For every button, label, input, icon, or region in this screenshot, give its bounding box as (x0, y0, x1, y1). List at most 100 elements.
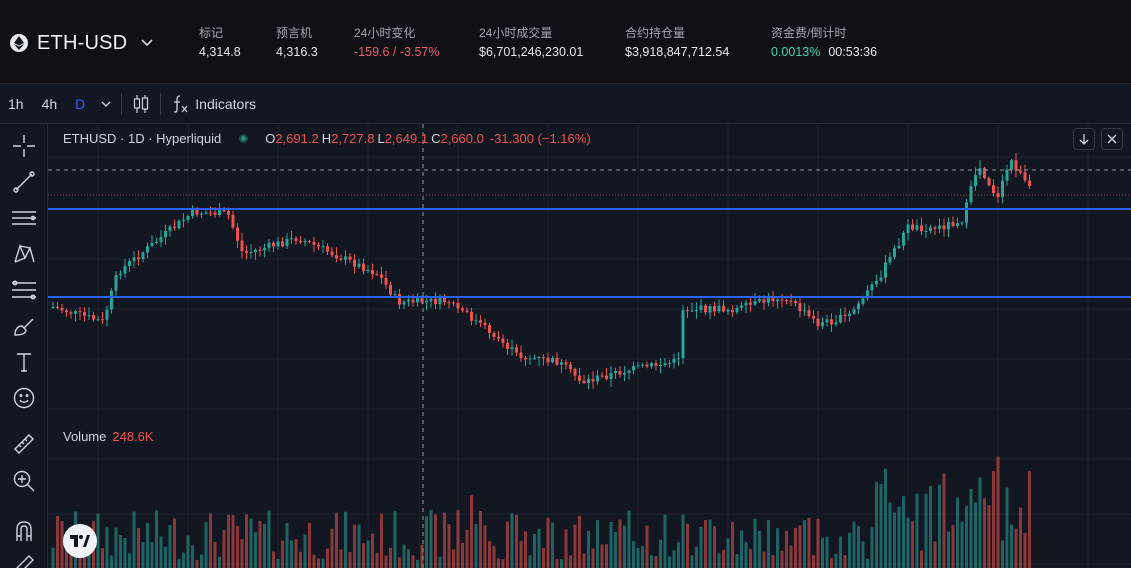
volume-bar (213, 542, 217, 568)
volume-bar (1023, 532, 1027, 568)
candle-body (852, 309, 856, 314)
candle-body (452, 302, 455, 304)
funding-countdown: 00:53:36 (828, 45, 878, 59)
arrow-down-icon[interactable] (1073, 128, 1095, 150)
text-icon[interactable] (8, 347, 40, 377)
candle-body (713, 306, 716, 312)
trend-line-icon[interactable] (8, 167, 40, 197)
candle-body (591, 379, 595, 382)
chart-area[interactable]: ETHUSD · 1D · Hyperliquid O 2,691.2 H 2,72… (48, 124, 1131, 568)
candle-body (861, 298, 865, 304)
volume-bar (915, 493, 919, 568)
candle-body (105, 309, 109, 320)
volume-bar (623, 525, 626, 568)
horizontal-lines-icon[interactable] (8, 203, 40, 233)
grid-lines (48, 124, 1131, 568)
volume-bar (272, 551, 275, 568)
volume-bar (789, 545, 793, 568)
candle-body (191, 208, 194, 216)
volume-bar (578, 515, 581, 568)
close-value: 2,660.0 (440, 131, 484, 146)
volume-bar (618, 519, 622, 568)
close-icon[interactable] (1101, 128, 1123, 150)
symbol-selector[interactable]: ETH-USD (10, 28, 153, 58)
volume-bar (317, 558, 320, 568)
volume-bar (186, 535, 190, 568)
candle-body (218, 210, 221, 215)
candle-body (956, 223, 959, 227)
indicators-button[interactable]: Indicators (171, 94, 256, 114)
volume-bar (447, 524, 451, 568)
candle-body (888, 256, 892, 263)
chevron-down-icon (141, 39, 153, 47)
zoom-in-icon[interactable] (8, 466, 40, 496)
volume-bar (461, 542, 464, 568)
brush-icon[interactable] (8, 311, 40, 341)
candle-body (600, 375, 604, 377)
candle-body (708, 306, 712, 313)
volume-bar (735, 554, 739, 568)
timeframe-chevron-icon[interactable] (101, 101, 111, 107)
candle-body (110, 290, 113, 310)
candle-body (479, 320, 482, 323)
candle-body (119, 273, 122, 276)
volume-bar (384, 555, 388, 568)
candle-body (366, 269, 370, 272)
ruler-icon[interactable] (8, 429, 40, 459)
candle-body (285, 238, 289, 247)
volume-bar (443, 512, 446, 568)
volume-bar (897, 506, 901, 568)
candle-body (272, 242, 275, 247)
volume-bar (947, 531, 950, 568)
candle-body (753, 301, 757, 305)
candle-body (362, 263, 365, 272)
candle-body (546, 357, 550, 363)
low-label: L (377, 131, 385, 146)
volume-bar (740, 530, 743, 568)
volume-bar (893, 512, 896, 568)
volume-bar (416, 559, 419, 568)
candle-body (915, 225, 919, 230)
toolbar-divider (160, 92, 162, 115)
timeframe-1h[interactable]: 1h (8, 95, 24, 112)
volume-bar (398, 557, 401, 568)
volume-bar (1028, 471, 1031, 568)
candle-body (920, 225, 923, 232)
candle-body (875, 280, 878, 285)
price-chart[interactable] (48, 124, 1131, 568)
candle-body (582, 380, 586, 384)
pencil-icon[interactable] (8, 550, 40, 568)
timeframe-4h[interactable]: 4h (41, 95, 58, 112)
volume-bar (434, 514, 437, 568)
timeframe-d[interactable]: D (75, 95, 86, 112)
volume-bar (785, 531, 788, 568)
market-header: ETH-USD 标记 4,314.8 预言机 4,316.3 24小时变化 -1… (0, 0, 1131, 84)
candle-body (231, 214, 235, 228)
chart-toolbar: 1h 4h D Indicators (0, 84, 1131, 124)
stat-open-interest: 合约持仓量 $3,918,847,712.54 (625, 25, 729, 60)
pattern-icon[interactable] (8, 239, 40, 269)
candle-body (798, 303, 802, 312)
magnet-icon[interactable] (8, 516, 40, 546)
tradingview-logo-icon[interactable] (63, 524, 97, 558)
candle-body (267, 242, 271, 248)
candles-icon[interactable] (132, 94, 150, 114)
volume-bar (744, 542, 748, 568)
volume-bar (825, 536, 829, 568)
volume-bar (771, 555, 775, 568)
volume-bar (56, 516, 59, 568)
candle-body (258, 249, 262, 251)
volume-bar (866, 558, 869, 568)
candle-body (965, 202, 968, 223)
candle-body (1028, 180, 1031, 187)
open-label: O (265, 131, 276, 146)
stat-label: 预言机 (276, 26, 313, 40)
volume-bar (699, 526, 703, 568)
candle-body (564, 362, 568, 365)
candle-body (326, 246, 329, 252)
candle-body (942, 225, 946, 230)
emoji-icon[interactable] (8, 383, 40, 413)
fib-icon[interactable] (8, 275, 40, 305)
crosshair-icon[interactable] (8, 131, 40, 161)
volume-bar (110, 555, 113, 568)
